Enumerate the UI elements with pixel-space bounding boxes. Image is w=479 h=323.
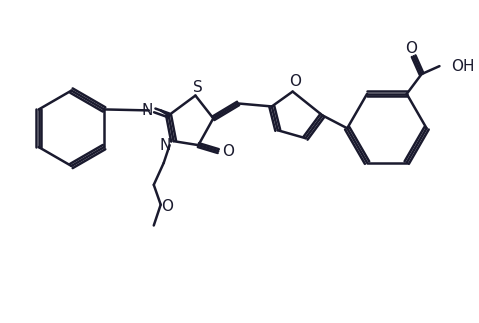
Text: N: N	[160, 138, 171, 153]
Text: O: O	[289, 74, 301, 89]
Text: O: O	[405, 41, 417, 56]
Text: S: S	[193, 80, 202, 95]
Text: O: O	[222, 144, 234, 159]
Text: OH: OH	[451, 59, 475, 74]
Text: N: N	[141, 103, 152, 118]
Text: O: O	[160, 199, 172, 214]
